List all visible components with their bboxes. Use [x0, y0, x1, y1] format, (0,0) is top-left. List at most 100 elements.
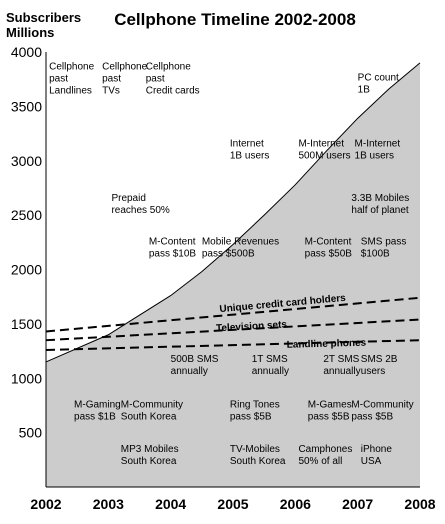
- milestone-annotation-line: USA: [361, 456, 382, 467]
- milestone-annotation-line: South Korea: [121, 412, 177, 423]
- milestone-annotation-line: iPhone: [361, 444, 393, 455]
- milestone-annotation-line: 2T SMS: [323, 354, 359, 365]
- area-layer: [45, 62, 421, 487]
- milestone-annotation: Cellphone past Landlines: [49, 61, 94, 96]
- area-series-0: [46, 62, 420, 487]
- milestone-annotation: PC count 1B: [358, 72, 399, 95]
- milestone-annotation-line: 1B users: [355, 151, 394, 162]
- milestone-annotation-line: annually: [171, 366, 208, 377]
- reference-line-1: [45, 318, 421, 342]
- milestone-annotation: SMS pass $100B: [361, 236, 407, 259]
- y-axis-label-line: Subscribers: [6, 10, 81, 25]
- milestone-annotation-line: Cellphone: [102, 61, 147, 72]
- milestone-annotation: Internet 1B users: [230, 139, 269, 162]
- milestone-annotation: M-Internet 500M users: [298, 139, 350, 162]
- milestone-annotation-line: pass $1B: [74, 412, 116, 423]
- milestone-annotation-line: Ring Tones: [230, 400, 280, 411]
- milestone-annotation: 1T SMS annually: [252, 354, 289, 377]
- milestone-annotation: M-Internet 1B users: [355, 139, 401, 162]
- milestone-annotation-line: SMS 2B: [361, 354, 398, 365]
- milestone-annotation-line: 500M users: [298, 151, 350, 162]
- y-tick-label: 3000: [11, 153, 42, 169]
- x-tick-label: 2003: [93, 496, 124, 512]
- x-tick-label: 2002: [30, 496, 61, 512]
- milestone-annotation-line: TVs: [102, 85, 120, 96]
- y-tick-label: 4000: [11, 44, 42, 60]
- milestone-annotation: Ring Tones pass $5B: [230, 400, 280, 423]
- milestone-annotation: Prepaid reaches 50%: [111, 193, 169, 216]
- y-tick-label: 3500: [11, 98, 42, 114]
- reference-line-0: [45, 296, 421, 333]
- y-tick-label: 1000: [11, 370, 42, 386]
- milestone-annotation: Mobile Revenues pass $500B: [202, 236, 279, 259]
- milestone-annotation: iPhone USA: [361, 444, 393, 467]
- milestone-annotation: M-Community South Korea: [121, 400, 183, 423]
- milestone-annotation-line: half of planet: [351, 205, 408, 216]
- milestone-annotation: 500B SMS annually: [171, 354, 219, 377]
- x-tick-label: 2004: [155, 496, 186, 512]
- milestone-annotation-line: 500B SMS: [171, 354, 219, 365]
- x-tick-label: 2006: [280, 496, 311, 512]
- y-tick-label: 2500: [11, 207, 42, 223]
- milestone-annotation-line: 1T SMS: [252, 354, 288, 365]
- milestone-annotation: 2T SMS annually: [323, 354, 360, 377]
- milestone-annotation-line: 1B users: [230, 151, 269, 162]
- milestone-annotation-line: past: [146, 73, 165, 84]
- milestone-annotation-line: past: [102, 73, 121, 84]
- milestone-annotation-line: Credit cards: [146, 85, 200, 96]
- x-tick-label: 2007: [342, 496, 373, 512]
- chart-title: Cellphone Timeline 2002-2008: [114, 10, 356, 29]
- milestone-annotation-line: $100B: [361, 248, 390, 259]
- milestone-annotation: M-Gaming pass $1B: [74, 400, 121, 423]
- milestone-annotation-line: 3.3B Mobiles: [351, 193, 409, 204]
- milestone-annotation-line: M-Internet: [355, 139, 401, 150]
- milestone-annotation-line: 1B: [358, 84, 371, 95]
- area-series-edge-0: [45, 62, 421, 363]
- axes: 2002 2003 2004 2005 2006 2007 2008 500 1000 1500 2…: [11, 44, 436, 512]
- milestone-annotation-line: M-Community: [351, 400, 413, 411]
- milestone-annotation-line: Cellphone: [146, 61, 191, 72]
- milestone-annotation-line: Landlines: [49, 85, 92, 96]
- milestone-annotation: MP3 Mobiles South Korea: [121, 444, 179, 467]
- milestone-annotation-line: pass $5B: [351, 412, 393, 423]
- milestone-annotation: M-Content pass $50B: [305, 236, 353, 259]
- milestone-annotation-line: Cellphone: [49, 61, 94, 72]
- milestone-annotation-line: pass $5B: [308, 412, 350, 423]
- milestone-annotation-line: pass $50B: [305, 248, 353, 259]
- milestone-annotation-line: M-Content: [305, 236, 352, 247]
- milestone-annotation: TV-Mobiles South Korea: [230, 444, 286, 467]
- milestone-annotation-line: 50% of all: [298, 456, 342, 467]
- reference-line-label: Landline phones: [287, 338, 367, 351]
- milestone-annotation: Camphones 50% of all: [298, 444, 352, 467]
- milestone-annotation-line: annually: [252, 366, 289, 377]
- milestone-annotation-line: Internet: [230, 139, 264, 150]
- milestone-annotation-line: users: [361, 366, 385, 377]
- y-tick-label: 500: [19, 425, 43, 441]
- milestone-annotation-line: Mobile Revenues: [202, 236, 279, 247]
- milestone-annotation-line: pass $10B: [149, 248, 197, 259]
- y-tick-label: 1500: [11, 316, 42, 332]
- milestone-annotation-line: SMS pass: [361, 236, 407, 247]
- milestone-annotation-line: M-Content: [149, 236, 196, 247]
- milestone-annotation-line: South Korea: [121, 456, 177, 467]
- x-tick-label: 2005: [217, 496, 248, 512]
- x-tick-label: 2008: [404, 496, 435, 512]
- milestone-annotation: M-Games pass $5B: [308, 400, 352, 423]
- milestone-annotation-line: past: [49, 73, 68, 84]
- milestone-annotation-line: reaches 50%: [111, 205, 169, 216]
- milestone-annotation: 3.3B Mobiles half of planet: [351, 193, 409, 216]
- milestone-annotation-line: pass $5B: [230, 412, 272, 423]
- y-tick-label: 2000: [11, 262, 42, 278]
- reference-line-label: Television sets: [216, 319, 288, 334]
- milestone-annotation-line: M-Games: [308, 400, 352, 411]
- milestone-annotation-line: PC count: [358, 72, 399, 83]
- milestone-annotation-line: South Korea: [230, 456, 286, 467]
- milestone-annotation-line: TV-Mobiles: [230, 444, 280, 455]
- milestone-annotation-line: MP3 Mobiles: [121, 444, 179, 455]
- y-axis-label-line: Millions: [6, 25, 54, 40]
- milestone-annotation-line: pass $500B: [202, 248, 255, 259]
- milestone-annotation: Cellphone past Credit cards: [146, 61, 200, 96]
- reference-line-2: [45, 339, 421, 351]
